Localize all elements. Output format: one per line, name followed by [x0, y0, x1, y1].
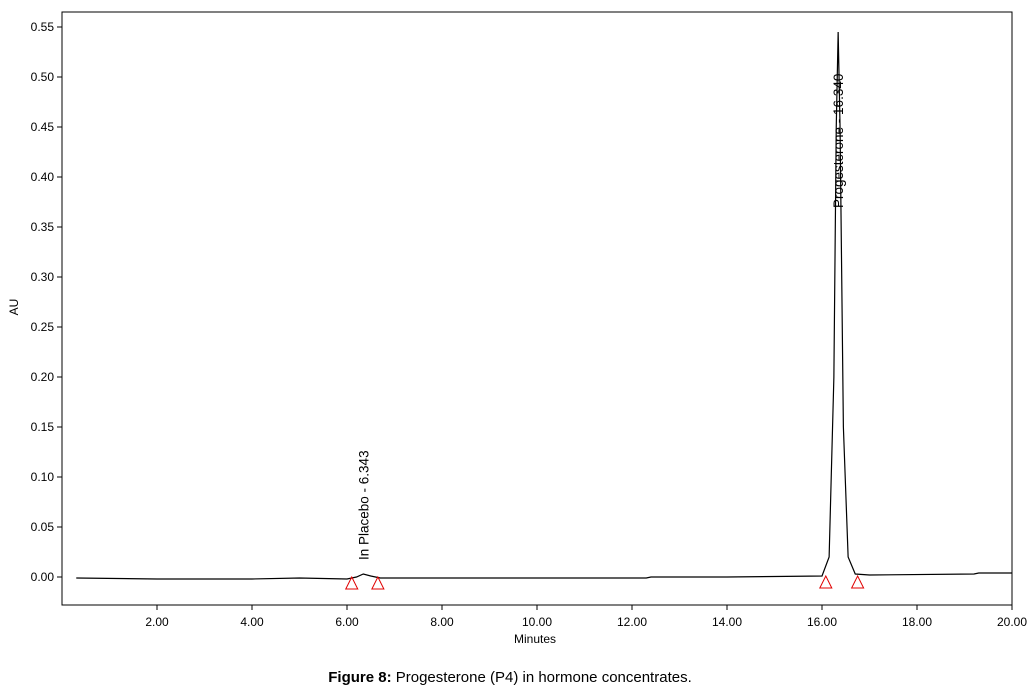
y-axis-label: AU	[7, 299, 21, 316]
y-tick-label: 0.25	[31, 320, 55, 334]
x-tick-label: 2.00	[145, 615, 169, 629]
x-tick-label: 14.00	[712, 615, 742, 629]
integration-marker	[850, 574, 865, 589]
y-tick-label: 0.20	[31, 370, 55, 384]
y-tick-label: 0.50	[31, 70, 55, 84]
x-tick-label: 6.00	[335, 615, 359, 629]
peak-label: Progesterone - 16.340	[831, 74, 846, 208]
x-tick-label: 20.00	[997, 615, 1027, 629]
y-tick-label: 0.15	[31, 420, 55, 434]
caption-label: Figure 8:	[328, 669, 391, 686]
x-tick-label: 12.00	[617, 615, 647, 629]
x-axis-label: Minutes	[514, 632, 556, 646]
y-tick-label: 0.55	[31, 20, 55, 34]
y-tick-label: 0.30	[31, 270, 55, 284]
x-tick-label: 8.00	[430, 615, 454, 629]
x-tick-label: 16.00	[807, 615, 837, 629]
plot-frame	[61, 11, 1013, 606]
y-tick-label: 0.35	[31, 220, 55, 234]
integration-marker	[818, 574, 833, 589]
y-tick-label: 0.40	[31, 170, 55, 184]
y-tick-label: 0.00	[31, 570, 55, 584]
y-tick-label: 0.05	[31, 520, 55, 534]
caption: Figure 8: Progesterone (P4) in hormone c…	[328, 669, 692, 686]
x-tick-label: 18.00	[902, 615, 932, 629]
y-tick-label: 0.45	[31, 120, 55, 134]
y-tick-label: 0.10	[31, 470, 55, 484]
integration-marker	[371, 575, 385, 590]
x-tick-label: 4.00	[240, 615, 264, 629]
x-tick-label: 10.00	[522, 615, 552, 629]
trace-line	[76, 31, 1012, 580]
caption-text: Progesterone (P4) in hormone concentrate…	[396, 669, 692, 686]
peak-label: In Placebo - 6.343	[356, 450, 371, 560]
integration-marker	[344, 575, 359, 590]
